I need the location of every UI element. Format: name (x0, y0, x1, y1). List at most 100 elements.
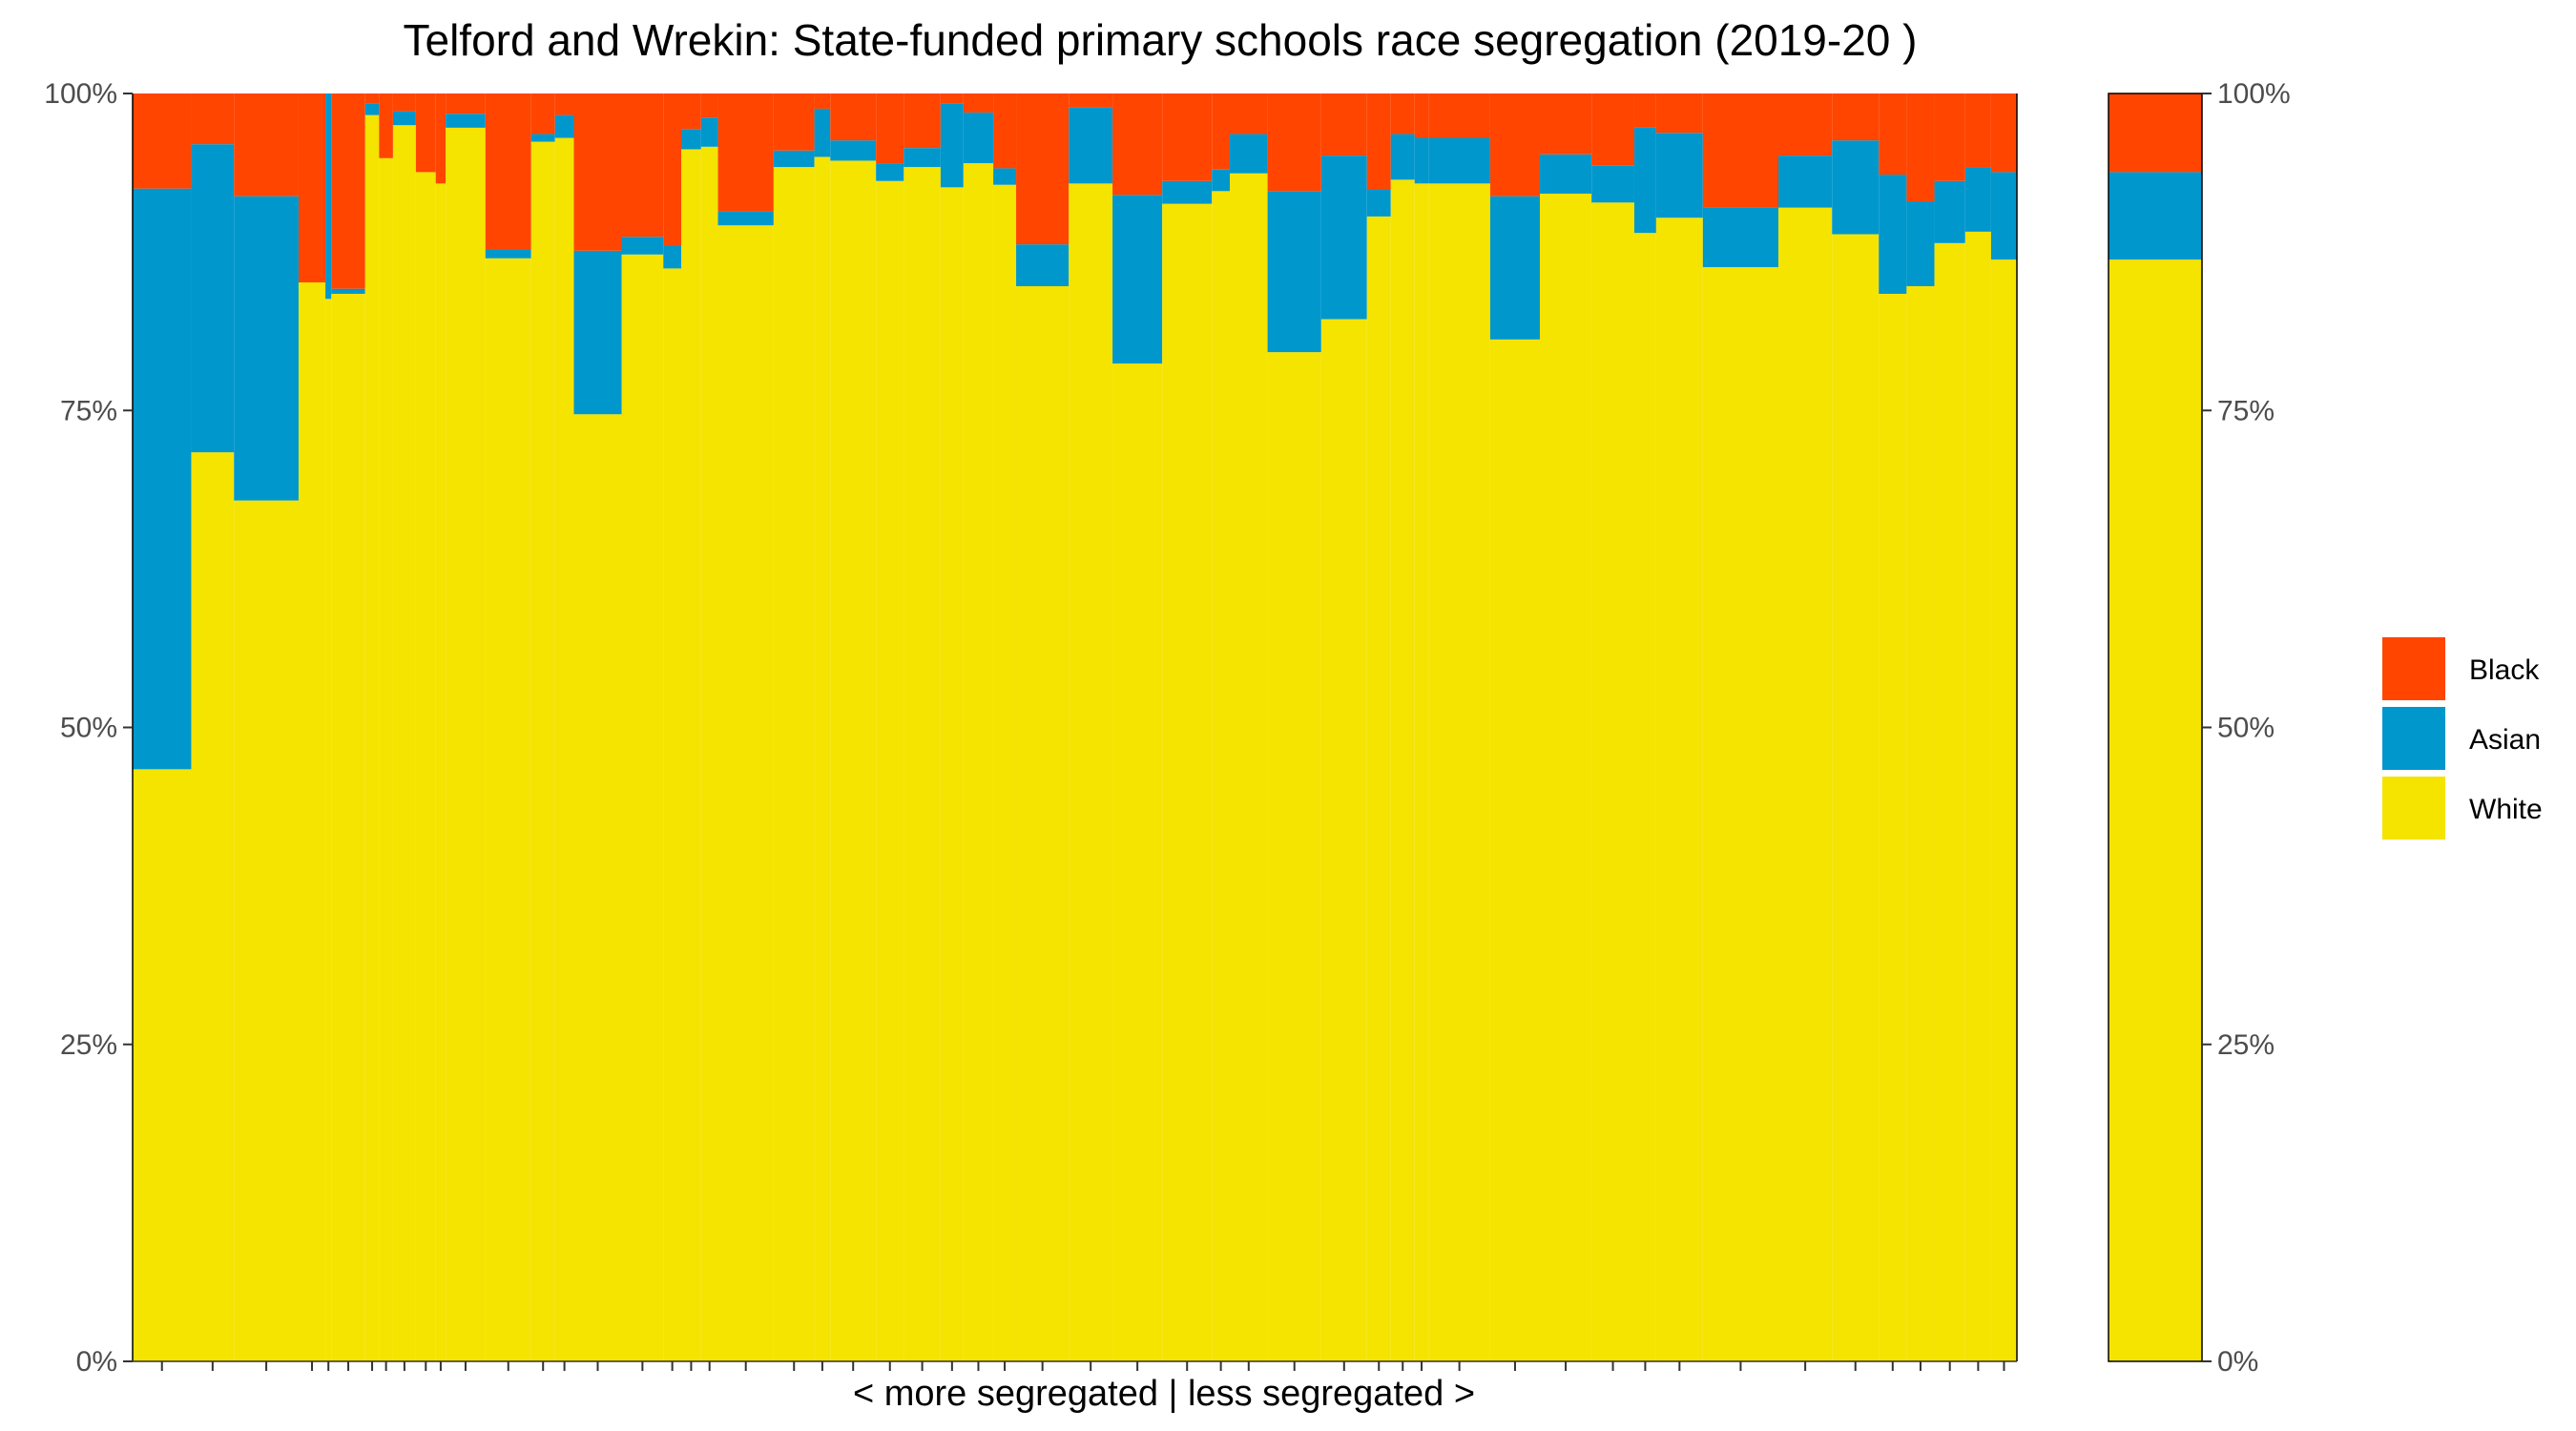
bar-segment-black (1990, 93, 2017, 173)
bar-segment-black (234, 93, 299, 197)
bar-segment-black (573, 93, 622, 251)
bar-segment-white (1320, 319, 1367, 1361)
x-axis-title: < more segregated | less segregated > (853, 1374, 1475, 1414)
bar-segment-white (1069, 183, 1113, 1362)
bar-segment-black (331, 93, 365, 289)
school-bar (1964, 93, 1991, 1362)
overall-segment-black (2109, 93, 2202, 173)
bar-segment-white (1230, 173, 1268, 1362)
bar-segment-black (435, 93, 447, 184)
bar-segment-black (621, 93, 664, 238)
bar-segment-asian (1591, 165, 1634, 203)
schools-panel (132, 93, 2018, 1362)
y-tick-label-right: 100% (2217, 78, 2291, 110)
bar-segment-white (485, 258, 531, 1361)
bar-segment-white (415, 172, 436, 1361)
bar-segment-asian (940, 103, 964, 188)
bar-segment-white (700, 146, 718, 1361)
bar-segment-white (234, 500, 299, 1361)
school-bar (530, 93, 555, 1361)
bar-segment-asian (830, 140, 877, 161)
school-bar (993, 93, 1017, 1362)
bar-segment-white (1489, 339, 1540, 1362)
bar-segment-asian (1366, 190, 1391, 217)
bar-segment-black (1390, 93, 1415, 135)
bar-segment-black (1267, 93, 1321, 192)
school-bar (1778, 93, 1833, 1362)
bar-segment-black (379, 93, 393, 158)
school-bar (830, 93, 877, 1362)
school-bar (1702, 93, 1778, 1361)
bar-segment-black (814, 93, 831, 109)
bar-segment-black (298, 93, 326, 283)
bar-segment-black (663, 93, 681, 246)
school-bar (1906, 93, 1935, 1361)
school-bar (1212, 93, 1230, 1362)
bar-segment-asian (1267, 191, 1321, 353)
bar-segment-asian (963, 112, 994, 164)
school-bar (1016, 93, 1070, 1361)
bar-segment-black (1934, 93, 1965, 181)
school-bar (325, 93, 332, 1361)
school-bar (415, 93, 436, 1361)
bar-segment-asian (904, 148, 941, 168)
bar-segment-black (830, 93, 877, 141)
bar-segment-asian (1069, 107, 1113, 184)
bar-segment-white (1267, 352, 1321, 1361)
bar-segment-black (1540, 93, 1592, 155)
school-bar (1366, 93, 1391, 1361)
bar-segment-white (904, 167, 941, 1362)
legend-item: White (2382, 777, 2543, 840)
bar-segment-white (1964, 231, 1991, 1362)
bar-segment-black (1778, 93, 1833, 156)
bar-segment-white (717, 225, 774, 1362)
bar-segment-white (530, 141, 555, 1361)
overall-segment-asian (2109, 172, 2202, 260)
bar-segment-asian (814, 108, 831, 157)
bar-segment-white (1212, 191, 1230, 1362)
bar-segment-white (1540, 193, 1592, 1362)
bar-segment-white (1879, 293, 1907, 1362)
school-bar (554, 93, 574, 1361)
bar-segment-white (1390, 179, 1415, 1361)
school-bar (1489, 93, 1540, 1362)
bar-segment-black (773, 93, 815, 151)
school-bar (621, 93, 664, 1361)
school-bar (1162, 93, 1213, 1361)
bar-segment-asian (554, 114, 574, 138)
bar-segment-white (1778, 207, 1833, 1362)
bar-segment-white (435, 183, 447, 1362)
bar-segment-black (1489, 93, 1540, 197)
bar-segment-asian (1832, 140, 1880, 235)
bar-segment-asian (1390, 134, 1415, 180)
bar-segment-white (1112, 363, 1163, 1362)
bar-segment-black (717, 93, 774, 212)
y-tick-label-left: 0% (76, 1346, 117, 1378)
bar-segment-black (1591, 93, 1634, 166)
bar-segment-black (1414, 93, 1429, 138)
school-bar (1428, 93, 1490, 1362)
legend-item: Asian (2382, 707, 2541, 770)
bar-segment-asian (700, 117, 718, 147)
bar-segment-white (191, 452, 235, 1361)
chart-title: Telford and Wrekin: State-funded primary… (404, 15, 1918, 65)
bar-segment-white (325, 299, 332, 1361)
bar-segment-black (1832, 93, 1880, 141)
school-bar (1230, 93, 1268, 1362)
bar-segment-asian (1990, 172, 2017, 260)
bar-segment-black (392, 93, 416, 112)
bar-segment-asian (717, 211, 774, 226)
axes: 0% 0% 25% 25% 50% 50% 75% 75% 100% 100% (44, 78, 2290, 1378)
bar-segment-asian (1212, 169, 1230, 192)
school-bar (814, 93, 831, 1362)
bar-segment-asian (1414, 137, 1429, 184)
bar-segment-white (446, 127, 486, 1361)
bar-segment-black (1655, 93, 1703, 134)
bar-segment-black (1016, 93, 1070, 245)
y-tick-label-right: 25% (2217, 1029, 2275, 1061)
school-bar (379, 93, 393, 1361)
bar-segment-white (379, 157, 393, 1361)
school-bar (904, 93, 941, 1362)
bar-segment-white (1428, 183, 1490, 1362)
